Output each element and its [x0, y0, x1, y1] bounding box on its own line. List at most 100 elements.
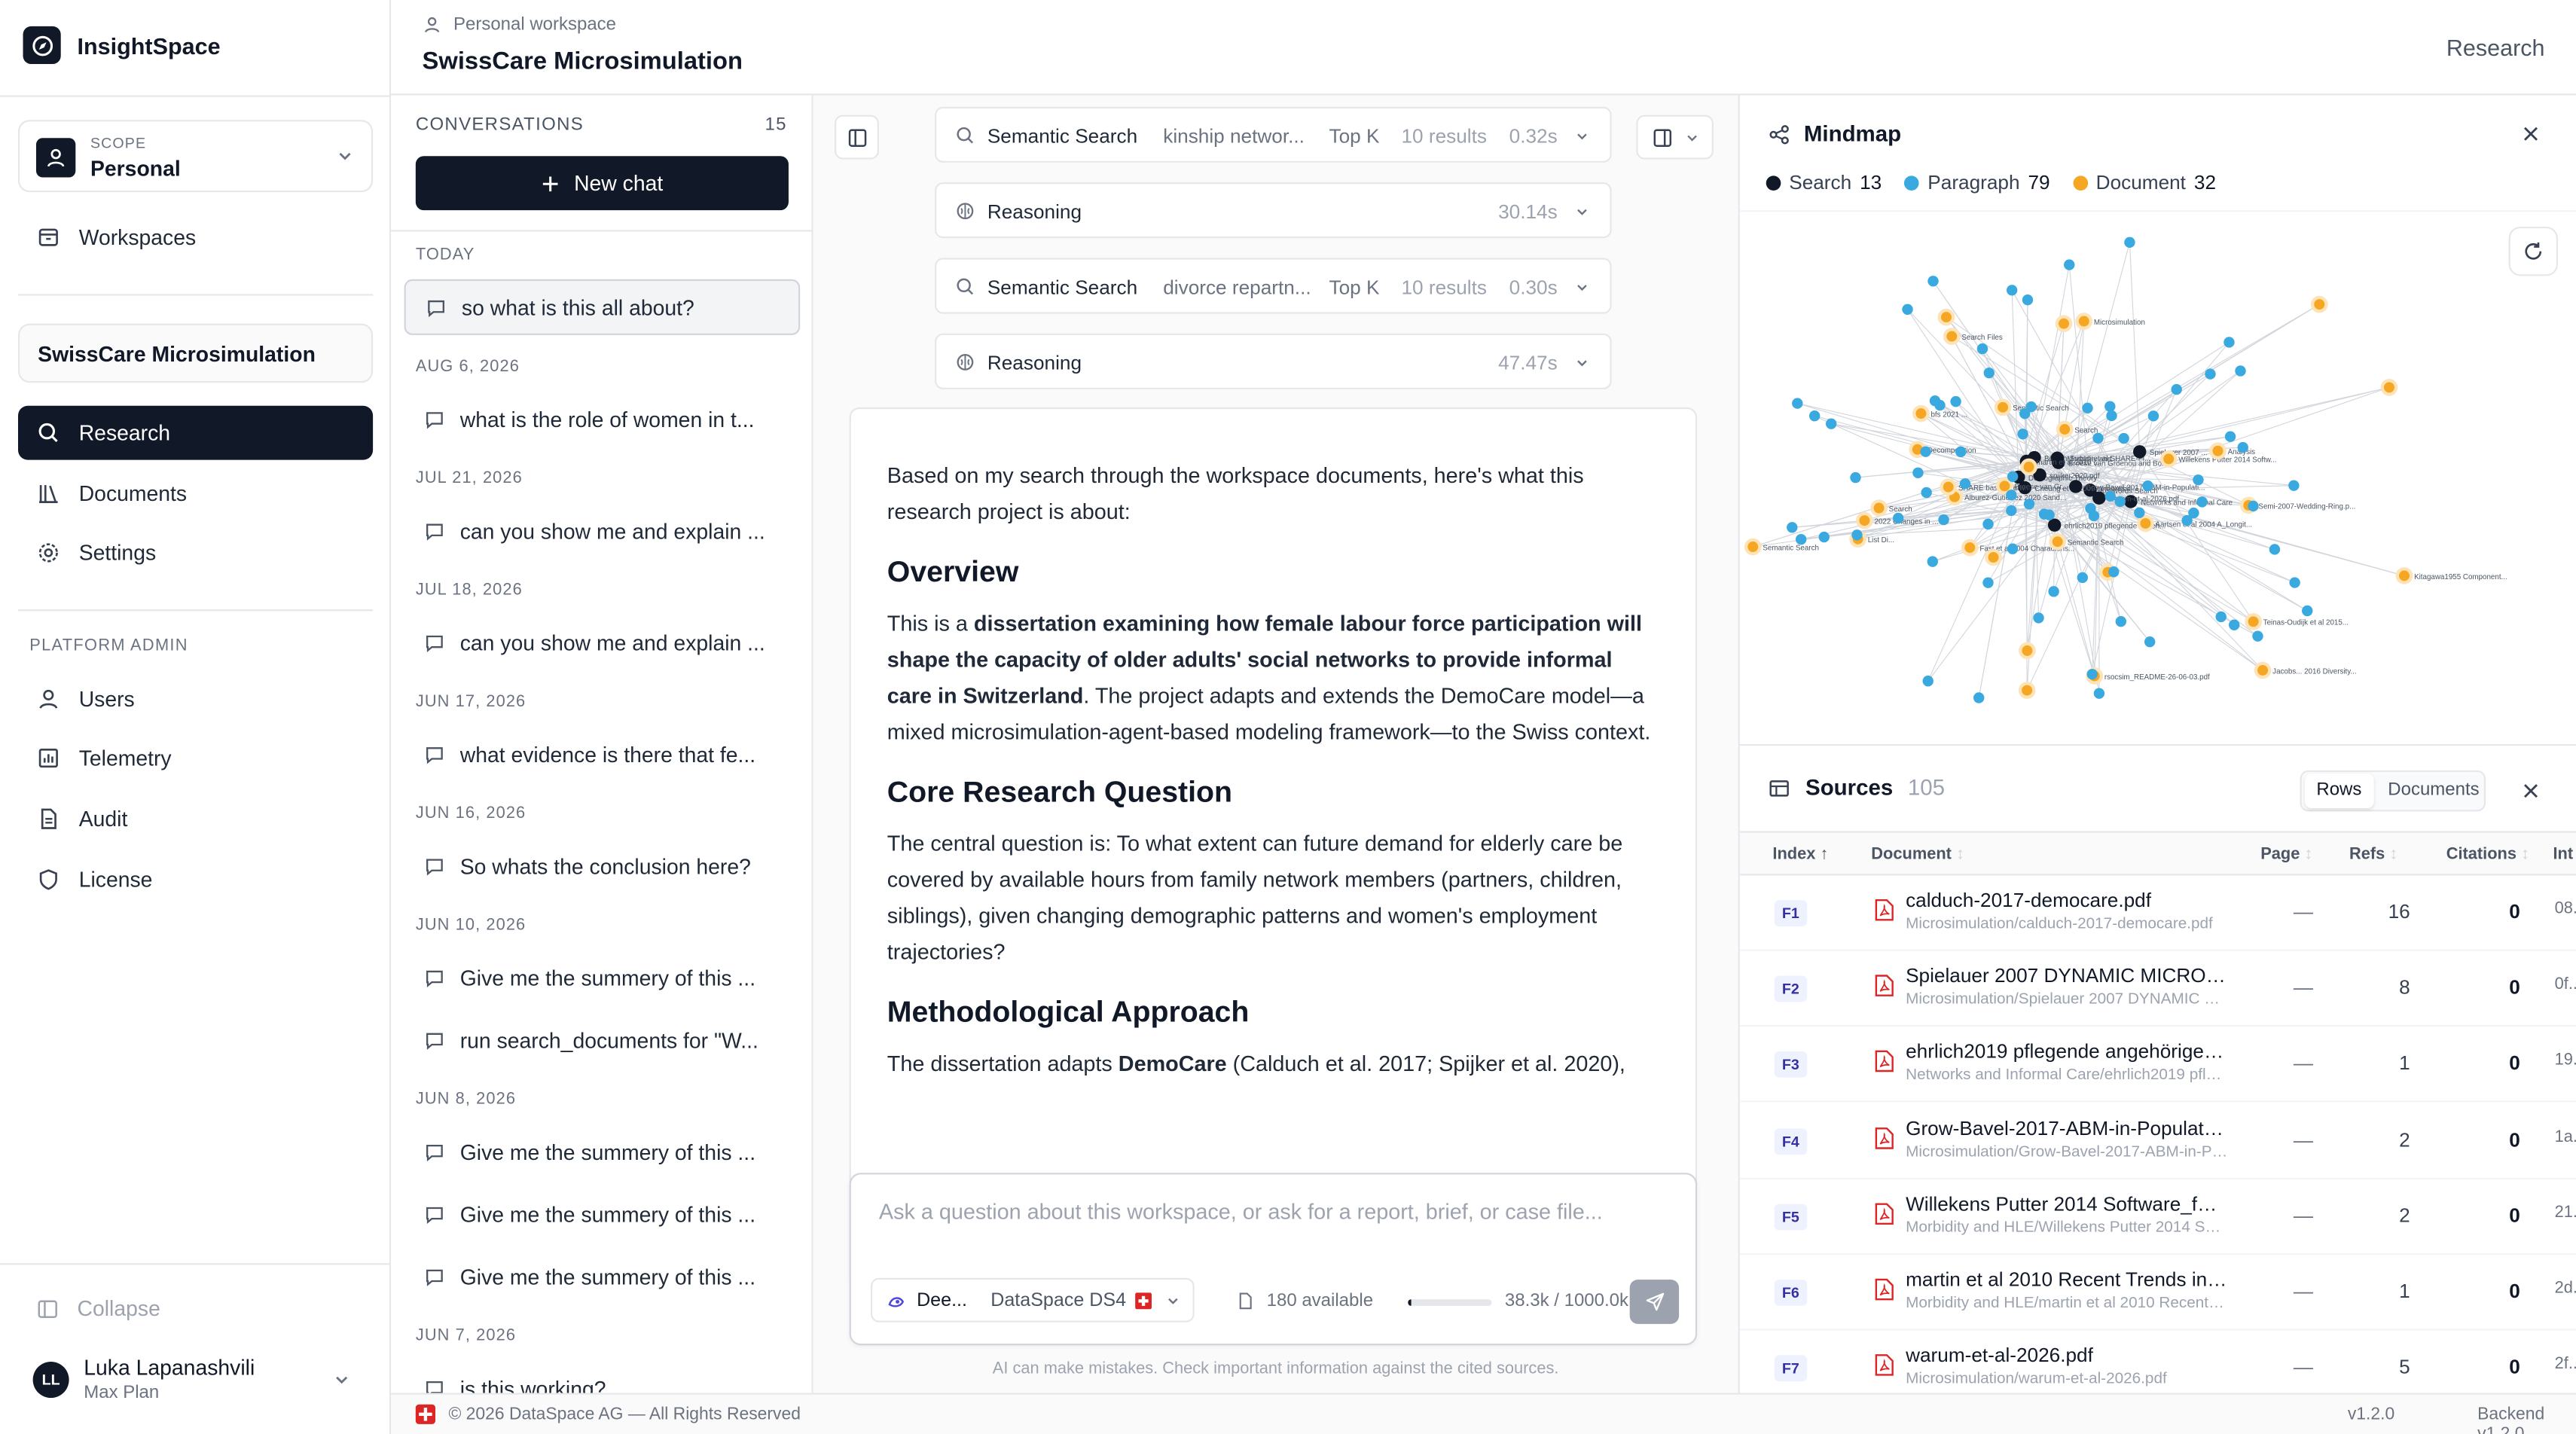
conversation-item[interactable]: can you show me and explain ... — [404, 615, 801, 670]
mindmap-paragraph-node[interactable] — [1792, 398, 1803, 409]
mindmap-search-node[interactable] — [2047, 518, 2062, 532]
mindmap-paragraph-node[interactable] — [2108, 566, 2120, 578]
mindmap-paragraph-node[interactable] — [2196, 496, 2208, 508]
model-selector[interactable]: Dee... DataSpace DS4 — [870, 1277, 1195, 1323]
legend-document[interactable]: Document 32 — [2073, 171, 2216, 194]
mindmap-paragraph-node[interactable] — [1892, 512, 1904, 524]
nav-license[interactable]: License — [18, 853, 373, 907]
mindmap-paragraph-node[interactable] — [2025, 401, 2037, 413]
mindmap-document-node[interactable] — [2018, 682, 2036, 699]
mindmap-paragraph-node[interactable] — [1825, 418, 1837, 429]
table-row[interactable]: F1 calduch-2017-democare.pdf Microsimulati… — [1739, 875, 2576, 951]
table-row[interactable]: F5 Willekens Putter 2014 Software_for... M… — [1739, 1179, 2576, 1255]
mindmap-paragraph-node[interactable] — [2302, 605, 2313, 617]
mindmap-paragraph-node[interactable] — [2007, 471, 2019, 483]
workspace-name[interactable]: SwissCare Microsimulation — [17, 323, 374, 383]
mindmap-paragraph-node[interactable] — [1922, 676, 1934, 687]
conversation-item[interactable]: what evidence is there that fe... — [404, 726, 801, 782]
table-row[interactable]: F7 warum-et-al-2026.pdf Microsimulation/wa… — [1740, 1331, 2576, 1393]
nav-workspaces[interactable]: Workspaces — [18, 210, 373, 264]
mindmap-document-node[interactable] — [2380, 379, 2398, 396]
mindmap-paragraph-node[interactable] — [1787, 522, 1798, 533]
mindmap-paragraph-node[interactable] — [2215, 611, 2227, 623]
mindmap-paragraph-node[interactable] — [2038, 508, 2050, 520]
layout-toggle-button[interactable] — [1636, 114, 1714, 160]
mindmap-paragraph-node[interactable] — [1818, 531, 1830, 543]
conversation-item[interactable]: Give me the summery of this ... — [404, 1124, 801, 1179]
mindmap-document-node[interactable] — [1943, 328, 1961, 345]
mindmap-document-node[interactable] — [1937, 308, 1955, 326]
refresh-layout-button[interactable] — [2508, 226, 2559, 276]
mindmap-paragraph-node[interactable] — [1929, 395, 1941, 407]
mindmap-search-node[interactable] — [2092, 491, 2106, 505]
mindmap-paragraph-node[interactable] — [2007, 543, 2019, 554]
mindmap-paragraph-node[interactable] — [1927, 556, 1938, 567]
mindmap-search-node[interactable] — [2050, 451, 2065, 465]
mindmap-paragraph-node[interactable] — [2033, 612, 2044, 624]
mindmap-document-node[interactable] — [2137, 514, 2154, 532]
column-citations[interactable]: Citations ↕ — [2446, 846, 2529, 864]
column-int[interactable]: Int — [2553, 846, 2573, 864]
mindmap-paragraph-node[interactable] — [2006, 285, 2018, 296]
breadcrumb[interactable]: Personal workspace — [423, 15, 616, 35]
mindmap-paragraph-node[interactable] — [2019, 408, 2031, 420]
mindmap-paragraph-node[interactable] — [1973, 692, 1985, 703]
mindmap-document-node[interactable] — [2020, 458, 2037, 476]
documents-available[interactable]: 180 available — [1235, 1291, 1373, 1310]
mindmap-paragraph-node[interactable] — [2288, 480, 2300, 491]
mindmap-document-node[interactable] — [2075, 313, 2093, 330]
mindmap-paragraph-node[interactable] — [1808, 410, 1821, 422]
conversation-item[interactable]: so what is this all about? — [404, 279, 801, 335]
mindmap-paragraph-node[interactable] — [1912, 467, 1924, 478]
toggle-conversations-button[interactable] — [835, 114, 879, 160]
mindmap-paragraph-node[interactable] — [2104, 401, 2116, 412]
view-documents-tab[interactable]: Documents — [2388, 780, 2480, 801]
conversation-item[interactable]: is this working? — [404, 1360, 801, 1393]
view-rows-tab[interactable]: Rows — [2305, 773, 2373, 809]
mindmap-search-node[interactable] — [2018, 481, 2032, 495]
mindmap-paragraph-node[interactable] — [1982, 518, 1994, 530]
conversation-item[interactable]: can you show me and explain ... — [404, 502, 801, 558]
mindmap-canvas[interactable]: Demographic Theory Keywords Search Cheung … — [1739, 210, 2576, 747]
mindmap-paragraph-node[interactable] — [2229, 619, 2240, 630]
mindmap-paragraph-node[interactable] — [1938, 514, 1949, 526]
conversation-item[interactable]: Give me the summery of this ... — [404, 950, 801, 1005]
mindmap-paragraph-node[interactable] — [1982, 577, 1994, 588]
close-sources-button[interactable] — [2522, 782, 2540, 800]
nav-research[interactable]: Research — [17, 405, 374, 460]
mindmap-paragraph-node[interactable] — [2115, 615, 2127, 627]
mindmap-document-node[interactable] — [2055, 315, 2073, 333]
mindmap-document-node[interactable] — [2049, 532, 2067, 551]
table-row[interactable]: F4 Grow-Bavel-2017-ABM-in-Population.pdf M… — [1739, 1103, 2576, 1179]
conversation-item[interactable]: what is the role of women in t... — [404, 391, 801, 447]
mindmap-paragraph-node[interactable] — [2144, 636, 2156, 648]
mindmap-search-node[interactable] — [2124, 495, 2138, 508]
mindmap-document-node[interactable] — [1985, 548, 2002, 566]
mindmap-paragraph-node[interactable] — [2017, 429, 2028, 440]
mindmap-paragraph-node[interactable] — [2077, 572, 2089, 584]
mindmap-paragraph-node[interactable] — [2006, 490, 2017, 501]
mindmap-paragraph-node[interactable] — [2289, 577, 2300, 588]
mindmap-search-node[interactable] — [2069, 480, 2083, 493]
mindmap-paragraph-node[interactable] — [2092, 432, 2104, 444]
mindmap-document-node[interactable] — [2209, 442, 2227, 460]
mindmap-paragraph-node[interactable] — [2223, 337, 2235, 348]
mindmap-paragraph-node[interactable] — [2237, 441, 2248, 453]
column-page[interactable]: Page ↕ — [2260, 846, 2312, 864]
brand[interactable]: InsightSpace — [23, 26, 221, 65]
conversation-item[interactable]: Give me the summery of this ... — [404, 1249, 801, 1304]
column-document[interactable]: Document ↕ — [1871, 846, 1964, 864]
mindmap-paragraph-node[interactable] — [2142, 480, 2153, 492]
mindmap-search-node[interactable] — [2083, 484, 2097, 497]
mindmap-document-node[interactable] — [1940, 478, 1958, 496]
mindmap-document-node[interactable] — [1856, 511, 1873, 529]
mindmap-paragraph-node[interactable] — [2104, 490, 2116, 502]
mindmap-paragraph-node[interactable] — [1902, 304, 1913, 315]
mindmap-paragraph-node[interactable] — [2147, 410, 2159, 422]
mindmap-document-node[interactable] — [2310, 295, 2328, 313]
mindmap-paragraph-node[interactable] — [1959, 477, 1971, 490]
mindmap-paragraph-node[interactable] — [1983, 367, 1995, 379]
nav-users[interactable]: Users — [18, 672, 373, 726]
legend-search[interactable]: Search 13 — [1766, 171, 1882, 194]
